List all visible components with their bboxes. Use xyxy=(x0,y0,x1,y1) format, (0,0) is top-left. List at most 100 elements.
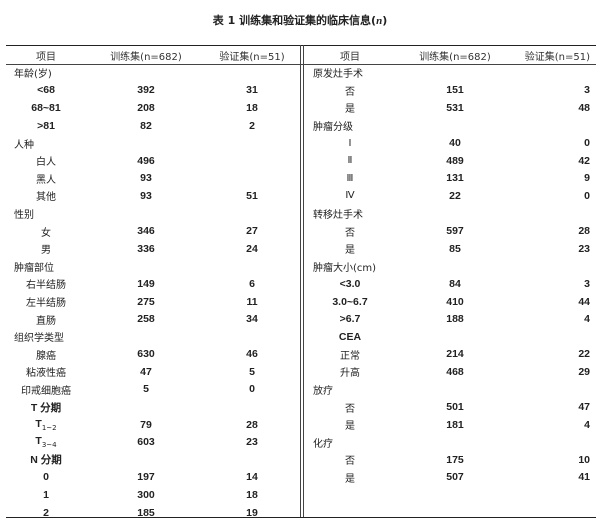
valid-count: 47 xyxy=(578,401,590,414)
table-row: 否 501 47 xyxy=(305,398,596,416)
row-label: >81 xyxy=(6,120,86,132)
table-row: 年龄(岁) xyxy=(6,64,298,82)
train-count: 82 xyxy=(140,119,152,132)
label-text: 否 xyxy=(345,86,355,98)
label-text: 否 xyxy=(345,403,355,415)
label-text: 女 xyxy=(41,227,51,239)
row-label: T1~2 xyxy=(6,418,86,432)
table-row: 是 507 41 xyxy=(305,469,596,487)
valid-count: 11 xyxy=(246,295,258,308)
valid-count: 0 xyxy=(249,383,255,396)
label-text: 是 xyxy=(345,245,355,257)
train-count: 197 xyxy=(137,471,155,484)
label-text: 右半结肠 xyxy=(26,280,66,292)
row-label: Ⅳ xyxy=(305,190,395,201)
valid-count: 9 xyxy=(584,172,590,185)
row-label: 0 xyxy=(6,471,86,483)
row-label: 3.0~6.7 xyxy=(305,296,395,308)
row-label: 是 xyxy=(305,417,395,432)
row-label: 年龄(岁) xyxy=(6,65,92,80)
train-count: 531 xyxy=(446,101,464,114)
label-text: 印戒细胞癌 xyxy=(21,385,71,397)
label-text: 粘液性癌 xyxy=(26,368,66,380)
valid-count: 2 xyxy=(249,119,255,132)
valid-count: 18 xyxy=(246,101,258,114)
label-text: N 分期 xyxy=(30,454,62,467)
label-text: CEA xyxy=(338,330,362,343)
label-text: 否 xyxy=(345,227,355,239)
row-label: T3~4 xyxy=(6,435,86,449)
valid-count: 48 xyxy=(578,101,590,114)
table-row: T3~4 603 23 xyxy=(6,433,298,451)
row-label: T 分期 xyxy=(6,400,86,415)
row-label: 肿瘤分级 xyxy=(305,118,400,133)
valid-count: 18 xyxy=(246,489,258,502)
row-label: 否 xyxy=(305,224,395,239)
table-row: 肿瘤大小(cm) xyxy=(305,258,596,276)
train-count: 47 xyxy=(140,365,152,378)
valid-count: 0 xyxy=(584,189,590,202)
table-row: 直肠 258 34 xyxy=(6,310,298,328)
train-count: 410 xyxy=(446,295,464,308)
train-count: 507 xyxy=(446,471,464,484)
table-row: Ⅳ 22 0 xyxy=(305,187,596,205)
train-count: 214 xyxy=(446,348,464,361)
valid-count: 42 xyxy=(578,154,590,167)
row-label: N 分期 xyxy=(6,452,86,467)
valid-count: 4 xyxy=(584,418,590,431)
row-label: 正常 xyxy=(305,347,395,362)
row-label: 否 xyxy=(305,452,395,467)
row-label: 印戒细胞癌 xyxy=(6,382,86,397)
train-count: 603 xyxy=(137,436,155,449)
label-subscript: 3~4 xyxy=(41,441,57,450)
valid-count: 3 xyxy=(584,84,590,97)
label-text: Ⅳ xyxy=(345,190,355,202)
table-row: T 分期 xyxy=(6,398,298,416)
valid-count: 14 xyxy=(246,471,258,484)
table-row: 白人 496 xyxy=(6,152,298,170)
train-count: 93 xyxy=(140,172,152,185)
train-count: 208 xyxy=(137,101,155,114)
row-label: 人种 xyxy=(6,136,92,151)
label-text: >6.7 xyxy=(339,313,361,326)
table-row: 组织学类型 xyxy=(6,328,298,346)
label-text: 肿瘤部位 xyxy=(14,262,54,274)
train-count: 496 xyxy=(137,154,155,167)
row-label: 性别 xyxy=(6,206,92,221)
label-text: 0 xyxy=(43,471,49,484)
table-row: 正常 214 22 xyxy=(305,346,596,364)
label-text: 男 xyxy=(41,245,51,257)
row-label: 其他 xyxy=(6,188,86,203)
label-text: 正常 xyxy=(340,350,360,362)
valid-count: 4 xyxy=(584,313,590,326)
valid-count: 31 xyxy=(246,84,258,97)
train-count: 346 xyxy=(137,225,155,238)
label-text: 68~81 xyxy=(31,101,61,114)
table-row: 是 531 48 xyxy=(305,99,596,117)
train-count: 188 xyxy=(446,313,464,326)
row-label: 肿瘤大小(cm) xyxy=(305,259,400,274)
row-label: Ⅱ xyxy=(305,155,395,166)
train-count: 151 xyxy=(446,84,464,97)
label-text: T xyxy=(35,435,42,448)
train-count: 336 xyxy=(137,242,155,255)
label-text: 是 xyxy=(345,421,355,433)
table-row: 升高 468 29 xyxy=(305,363,596,381)
train-count: 175 xyxy=(446,453,464,466)
table-row: 放疗 xyxy=(305,381,596,399)
label-text: 否 xyxy=(345,456,355,468)
table-row: 68~81 208 18 xyxy=(6,99,298,117)
label-text: T 分期 xyxy=(30,401,62,414)
train-count: 258 xyxy=(137,313,155,326)
label-text: 白人 xyxy=(36,157,56,169)
train-count: 392 xyxy=(137,84,155,97)
label-text: 左半结肠 xyxy=(26,298,66,310)
row-label: 组织学类型 xyxy=(6,329,92,344)
label-text: 化疗 xyxy=(313,438,333,450)
train-count: 93 xyxy=(140,189,152,202)
label-text: 人种 xyxy=(14,139,34,151)
label-subscript: 1~2 xyxy=(41,423,57,432)
train-count: 597 xyxy=(446,225,464,238)
label-text: Ⅰ xyxy=(348,137,352,149)
table-row: Ⅲ 131 9 xyxy=(305,170,596,188)
